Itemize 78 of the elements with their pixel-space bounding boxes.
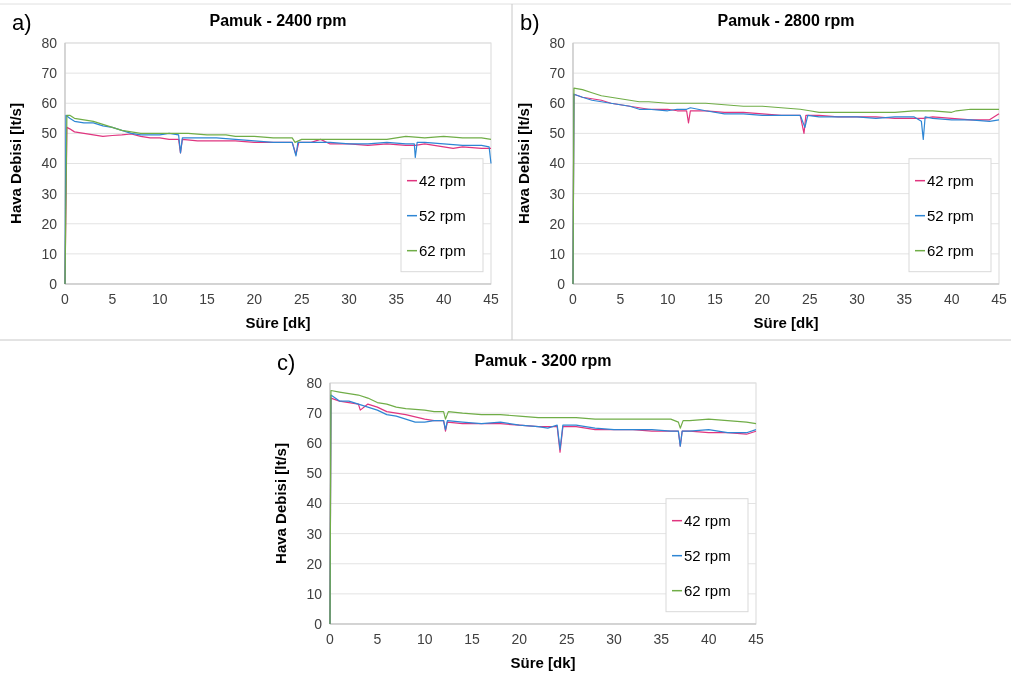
x-tick-label: 20 bbox=[754, 291, 771, 307]
y-tick-label: 80 bbox=[549, 34, 566, 51]
x-axis-title: Süre [dk] bbox=[753, 314, 819, 331]
x-tick-label: 25 bbox=[801, 291, 818, 307]
y-tick-label: 40 bbox=[306, 495, 323, 512]
y-tick-label: 20 bbox=[41, 215, 58, 232]
y-tick-label: 60 bbox=[41, 95, 58, 112]
y-tick-label: 30 bbox=[306, 525, 323, 542]
x-tick-label: 35 bbox=[653, 631, 670, 647]
y-tick-label: 70 bbox=[41, 65, 58, 82]
x-tick-label: 30 bbox=[341, 291, 357, 307]
y-axis-title: Hava Debisi [lt/s] bbox=[515, 103, 532, 224]
y-tick-label: 40 bbox=[549, 155, 566, 172]
y-tick-label: 10 bbox=[41, 245, 58, 262]
chart-title: Pamuk - 2800 rpm bbox=[717, 12, 855, 29]
x-tick-label: 40 bbox=[700, 631, 717, 647]
x-tick-label: 5 bbox=[108, 291, 117, 307]
y-tick-label: 80 bbox=[306, 374, 323, 391]
x-tick-label: 15 bbox=[707, 291, 723, 307]
x-tick-label: 20 bbox=[511, 631, 528, 647]
x-axis-title: Süre [dk] bbox=[245, 314, 311, 331]
text: a) bbox=[12, 10, 32, 35]
legend-label: 62 rpm bbox=[684, 581, 731, 599]
x-tick-label: 20 bbox=[246, 291, 263, 307]
x-tick-label: 15 bbox=[464, 631, 480, 647]
x-tick-label: 45 bbox=[483, 291, 499, 307]
x-tick-label: 35 bbox=[388, 291, 405, 307]
legend-label: 52 rpm bbox=[419, 206, 466, 224]
x-tick-label: 15 bbox=[199, 291, 215, 307]
x-tick-label: 35 bbox=[896, 291, 913, 307]
x-tick-label: 45 bbox=[991, 291, 1007, 307]
y-tick-label: 30 bbox=[41, 185, 58, 202]
x-tick-label: 0 bbox=[326, 631, 335, 647]
y-tick-label: 60 bbox=[549, 95, 566, 112]
y-tick-label: 60 bbox=[306, 435, 323, 452]
y-tick-label: 0 bbox=[557, 275, 566, 292]
text: c) bbox=[277, 350, 296, 375]
x-tick-label: 0 bbox=[61, 291, 70, 307]
y-tick-label: 30 bbox=[549, 185, 566, 202]
legend-label: 42 rpm bbox=[419, 171, 466, 189]
y-tick-label: 70 bbox=[549, 65, 566, 82]
chart-title: Pamuk - 3200 rpm bbox=[474, 352, 612, 369]
text: b) bbox=[520, 10, 540, 35]
legend-label: 52 rpm bbox=[684, 546, 731, 564]
x-tick-label: 5 bbox=[373, 631, 382, 647]
y-tick-label: 50 bbox=[549, 125, 566, 142]
legend-label: 52 rpm bbox=[927, 206, 974, 224]
legend-label: 62 rpm bbox=[419, 241, 466, 259]
x-tick-label: 40 bbox=[943, 291, 960, 307]
y-tick-label: 70 bbox=[306, 405, 323, 422]
y-tick-label: 10 bbox=[306, 585, 323, 602]
y-axis-title: Hava Debisi [lt/s] bbox=[7, 103, 24, 224]
x-tick-label: 25 bbox=[293, 291, 310, 307]
legend-label: 42 rpm bbox=[927, 171, 974, 189]
y-tick-label: 0 bbox=[49, 275, 58, 292]
y-tick-label: 50 bbox=[306, 465, 323, 482]
x-tick-label: 25 bbox=[558, 631, 575, 647]
y-tick-label: 50 bbox=[41, 125, 58, 142]
y-tick-label: 80 bbox=[41, 34, 58, 51]
x-tick-label: 10 bbox=[416, 631, 433, 647]
y-tick-label: 10 bbox=[549, 245, 566, 262]
legend-label: 42 rpm bbox=[684, 511, 731, 529]
y-tick-label: 40 bbox=[41, 155, 58, 172]
x-tick-label: 10 bbox=[151, 291, 168, 307]
y-axis-title: Hava Debisi [lt/s] bbox=[272, 443, 289, 564]
x-tick-label: 30 bbox=[849, 291, 865, 307]
x-tick-label: 40 bbox=[435, 291, 452, 307]
x-tick-label: 30 bbox=[606, 631, 622, 647]
x-tick-label: 5 bbox=[616, 291, 625, 307]
x-axis-title: Süre [dk] bbox=[510, 654, 576, 671]
y-tick-label: 20 bbox=[306, 555, 323, 572]
x-tick-label: 0 bbox=[569, 291, 578, 307]
x-tick-label: 10 bbox=[659, 291, 676, 307]
chart-title: Pamuk - 2400 rpm bbox=[209, 12, 347, 29]
y-tick-label: 20 bbox=[549, 215, 566, 232]
y-tick-label: 0 bbox=[314, 615, 323, 632]
x-tick-label: 45 bbox=[748, 631, 764, 647]
legend-label: 62 rpm bbox=[927, 241, 974, 259]
